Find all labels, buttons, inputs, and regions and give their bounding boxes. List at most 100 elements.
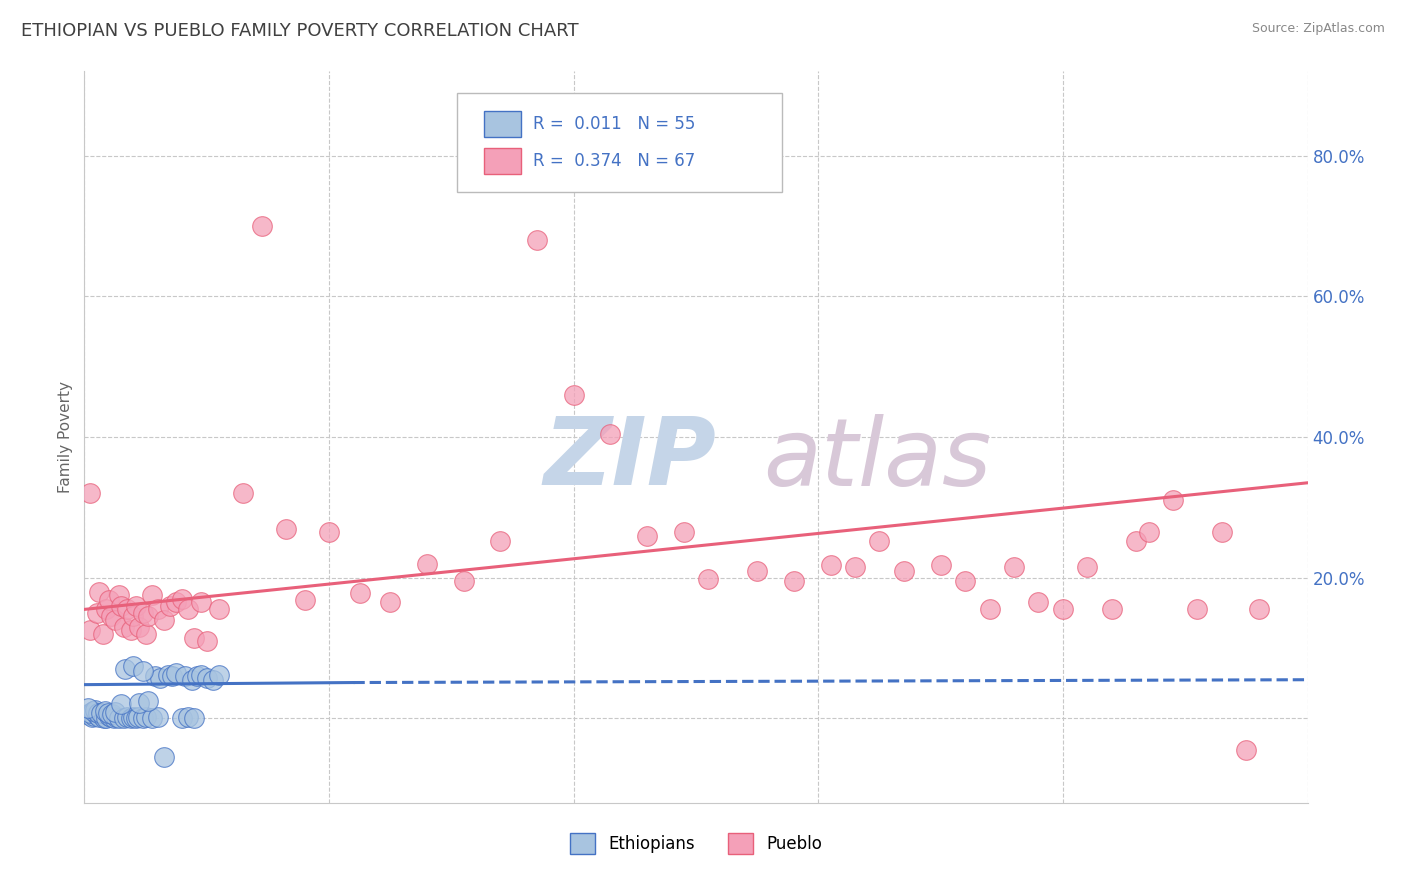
Point (120, 624, 142, 638)
Point (489, 534, 512, 549)
Point (562, 388, 585, 402)
Point (128, 696, 150, 710)
Point (128, 620, 150, 634)
Point (953, 574, 976, 589)
Point (190, 667, 212, 682)
Point (979, 602, 1001, 616)
Point (1247, 602, 1270, 616)
Y-axis label: Family Poverty: Family Poverty (58, 381, 73, 493)
Point (672, 524, 695, 539)
Point (697, 572, 720, 586)
Point (149, 671, 172, 685)
Point (173, 669, 195, 683)
Point (153, 750, 176, 764)
Point (416, 557, 439, 571)
Point (143, 669, 166, 683)
Point (87, 584, 110, 599)
Point (349, 586, 371, 600)
Point (86, 707, 108, 722)
Point (97, 709, 120, 723)
Point (1076, 560, 1098, 574)
Point (112, 711, 135, 725)
Point (195, 634, 218, 648)
Point (172, 711, 194, 725)
Point (1137, 524, 1160, 539)
Text: R =  0.374   N = 67: R = 0.374 N = 67 (533, 153, 696, 170)
Point (79, 624, 101, 638)
Point (132, 664, 155, 678)
Point (177, 710, 200, 724)
Point (869, 534, 891, 549)
Point (276, 521, 298, 535)
Point (122, 609, 145, 624)
Point (79, 486, 101, 500)
Point (165, 595, 187, 609)
FancyBboxPatch shape (457, 94, 782, 192)
Point (94, 705, 117, 719)
Point (132, 606, 155, 620)
Point (172, 591, 194, 606)
Point (636, 528, 658, 542)
Point (162, 669, 184, 683)
Point (115, 602, 138, 616)
Point (893, 564, 915, 578)
Point (159, 599, 181, 613)
Point (136, 609, 159, 624)
Point (96, 602, 118, 616)
Point (93, 711, 115, 725)
Point (110, 599, 132, 613)
Point (1187, 602, 1209, 616)
Point (1052, 602, 1074, 616)
Point (84, 703, 107, 717)
Point (146, 710, 169, 724)
Point (1101, 602, 1123, 616)
Point (104, 705, 127, 719)
Point (120, 711, 142, 725)
Point (101, 707, 124, 722)
Point (77, 701, 100, 715)
Point (1002, 560, 1025, 574)
Point (125, 599, 148, 613)
Point (156, 667, 179, 682)
Point (183, 711, 205, 725)
Point (1125, 534, 1147, 549)
Point (250, 219, 273, 233)
Point (132, 711, 155, 725)
Point (122, 658, 145, 673)
Point (1161, 493, 1184, 508)
Point (122, 710, 145, 724)
Point (114, 662, 136, 676)
Point (127, 710, 149, 724)
Point (526, 233, 548, 247)
Point (844, 560, 866, 574)
Point (107, 711, 129, 725)
Point (141, 711, 163, 725)
Point (77, 707, 100, 722)
Point (135, 710, 157, 724)
Bar (484, 111, 522, 137)
Point (153, 613, 176, 627)
Point (90, 706, 112, 720)
Point (97, 593, 120, 607)
Bar (484, 148, 522, 174)
Point (83, 709, 105, 723)
Point (105, 710, 128, 724)
Point (1028, 595, 1050, 609)
Point (82, 705, 104, 719)
Point (136, 694, 159, 708)
Point (1236, 743, 1258, 757)
Point (91, 627, 114, 641)
Point (747, 564, 769, 578)
Point (318, 524, 340, 539)
Point (929, 558, 952, 573)
Text: ZIP: ZIP (543, 413, 716, 505)
Point (103, 711, 125, 725)
Point (183, 631, 205, 645)
Point (97, 706, 120, 720)
Point (79, 706, 101, 720)
Point (100, 609, 122, 624)
Text: atlas: atlas (763, 414, 991, 505)
Point (294, 593, 316, 607)
Legend: Ethiopians, Pueblo: Ethiopians, Pueblo (562, 827, 830, 860)
Point (820, 558, 842, 573)
